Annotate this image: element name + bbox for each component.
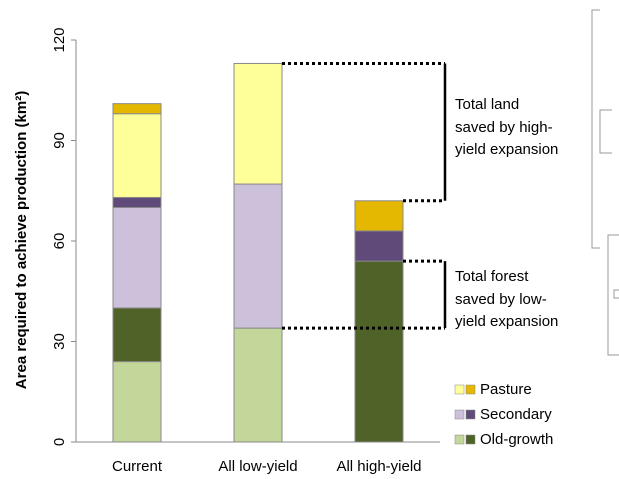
- annotation: saved by high-: [455, 119, 553, 136]
- annotation: Total land: [455, 96, 519, 113]
- bar-segment: [354, 200, 404, 232]
- legend-label: Pasture: [480, 381, 532, 398]
- bar-segment: [354, 260, 404, 443]
- annotation: yield expansion: [455, 313, 558, 330]
- bar-segment: [233, 62, 283, 185]
- legend-swatch: [465, 384, 476, 395]
- bar-segment: [112, 207, 162, 309]
- legend-label: Old-growth: [480, 431, 553, 448]
- bar-segment: [354, 230, 404, 262]
- legend-swatch: [454, 384, 465, 395]
- bar-segment: [112, 103, 162, 115]
- bar-segment: [233, 183, 283, 329]
- legend-swatch: [454, 434, 465, 445]
- annotation: saved by low-: [455, 291, 547, 308]
- x-tick-label: All high-yield: [336, 458, 421, 475]
- y-tick-label: 30: [51, 333, 68, 350]
- annotation: yield expansion: [455, 141, 558, 158]
- y-axis-label: Area required to achieve production (km²…: [13, 91, 30, 389]
- legend-swatch: [454, 409, 465, 420]
- y-tick-label: 0: [51, 438, 68, 446]
- legend-swatch: [465, 409, 476, 420]
- bar-segment: [233, 327, 283, 443]
- x-tick-label: All low-yield: [218, 458, 297, 475]
- legend-swatch: [465, 434, 476, 445]
- x-tick-label: Current: [112, 458, 163, 475]
- legend-label: Secondary: [480, 406, 552, 423]
- bar-segment: [112, 361, 162, 443]
- bar-segment: [112, 113, 162, 198]
- bar-segment: [112, 307, 162, 363]
- bar-segment: [112, 196, 162, 208]
- decor-brackets: [591, 9, 619, 356]
- y-tick-label: 60: [51, 233, 68, 250]
- y-tick-label: 120: [51, 27, 68, 52]
- y-tick-label: 90: [51, 132, 68, 149]
- annotation: Total forest: [455, 268, 529, 285]
